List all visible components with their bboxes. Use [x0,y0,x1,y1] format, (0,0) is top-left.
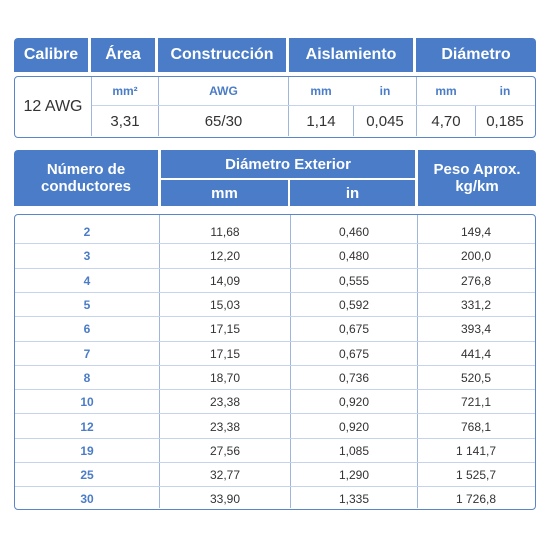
divider [288,77,289,136]
divider [475,105,476,136]
cell-diametro-in: 0,920 [338,395,370,410]
cell-diametro-in: 0,920 [338,419,370,434]
cell-diametro-in: 1,085 [338,443,370,458]
cell-diametro-in: 0,675 [338,346,370,361]
row-divider [15,437,535,439]
row-divider [15,462,535,463]
diametro-in-unit: in [499,84,511,98]
cell-numero: 25 [80,468,94,483]
construccion-value: 65/30 [204,112,243,130]
cell-numero: 10 [80,395,94,410]
diametro-in-value: 0,185 [486,112,524,130]
cell-diametro-mm: 11,68 [210,225,240,240]
aislamiento-in-unit: in [379,84,391,98]
cell-peso: 441,4 [460,346,492,361]
header-numero-conductores: Número de conductores [14,150,158,206]
row-divider [15,267,535,269]
divider [159,215,160,508]
row-divider [15,389,535,391]
cell-numero: 6 [83,322,91,337]
cell-diametro-in: 0,460 [338,225,370,240]
cell-numero: 8 [83,370,91,385]
cell-peso: 768,1 [460,419,492,434]
divider [416,77,417,136]
row-divider [15,316,535,318]
header-diametro: Diámetro [416,38,536,72]
cell-peso: 520,5 [460,370,492,385]
construccion-unit: AWG [209,84,238,98]
cell-diametro-mm: 17,15 [209,322,241,337]
cell-diametro-in: 1,290 [338,468,370,483]
cell-numero: 4 [83,273,91,288]
cell-diametro-in: 0,480 [338,249,370,264]
cell-diametro-in: 0,555 [338,273,370,288]
row-divider [15,364,535,366]
aislamiento-mm-unit: mm [310,84,332,98]
cell-diametro-in: 1,335 [338,492,370,507]
header-area: Área [91,38,155,72]
diametro-mm-unit: mm [435,84,457,98]
header-diametro-exterior: Diámetro Exterior [161,150,415,178]
cell-numero: 2 [83,225,91,240]
row-divider [15,243,535,245]
cell-numero: 5 [83,298,91,313]
cell-peso: 149,4 [460,225,492,240]
cell-diametro-mm: 18,70 [209,370,241,385]
cell-peso: 721,1 [460,395,492,410]
cell-diametro-mm: 32,77 [209,468,241,483]
cell-numero: 3 [83,249,91,264]
header-aislamiento: Aislamiento [289,38,413,72]
cell-peso: 1 141,7 [455,443,497,458]
aislamiento-in-value: 0,045 [366,112,404,130]
header-calibre: Calibre [14,38,88,72]
cell-peso: 276,8 [460,273,492,288]
diametro-mm-value: 4,70 [431,112,461,130]
cell-peso: 200,0 [460,249,492,264]
cell-numero: 12 [80,419,94,434]
divider [353,105,354,136]
area-unit: mm² [112,84,138,98]
header-peso: Peso Aprox. kg/km [418,150,536,206]
cell-diametro-mm: 17,15 [209,346,241,361]
divider [417,215,418,508]
cell-numero: 19 [80,443,94,458]
header-mm: mm [161,180,288,206]
cell-diametro-mm: 14,09 [209,273,241,288]
cell-peso: 331,2 [460,298,492,313]
row-divider [15,340,535,342]
calibre-value: 12 AWG [23,97,83,115]
cell-diametro-mm: 15,03 [209,298,241,313]
divider [91,77,92,136]
cell-numero: 7 [83,346,91,361]
header-construccion: Construcción [158,38,286,72]
spec-box: 12 AWG mm² 3,31 AWG 65/30 mm in 1,14 0,0… [14,76,536,138]
cell-diametro-in: 0,736 [338,370,370,385]
row-divider [15,486,535,488]
divider [92,105,535,106]
cell-diametro-mm: 33,90 [209,492,241,507]
cell-peso: 1 525,7 [455,468,497,483]
divider [158,77,159,136]
cell-diametro-mm: 23,38 [209,395,241,410]
row-divider [15,291,535,293]
cell-peso: 393,4 [460,322,492,337]
cell-diametro-mm: 27,56 [209,443,241,458]
row-divider [15,413,535,415]
header-in: in [290,180,415,206]
cell-diametro-in: 0,675 [338,322,370,337]
cell-diametro-mm: 23,38 [209,419,241,434]
divider [290,215,291,508]
cell-numero: 30 [80,492,94,507]
area-value: 3,31 [110,112,140,130]
aislamiento-mm-value: 1,14 [306,112,336,130]
cell-diametro-mm: 12,20 [209,249,241,264]
cell-peso: 1 726,8 [455,492,497,507]
cell-diametro-in: 0,592 [338,298,370,313]
conductor-table: 2 11,68 0,460 149,4 3 12,20 0,480 200,0 4 14,09 0,… [14,214,536,510]
